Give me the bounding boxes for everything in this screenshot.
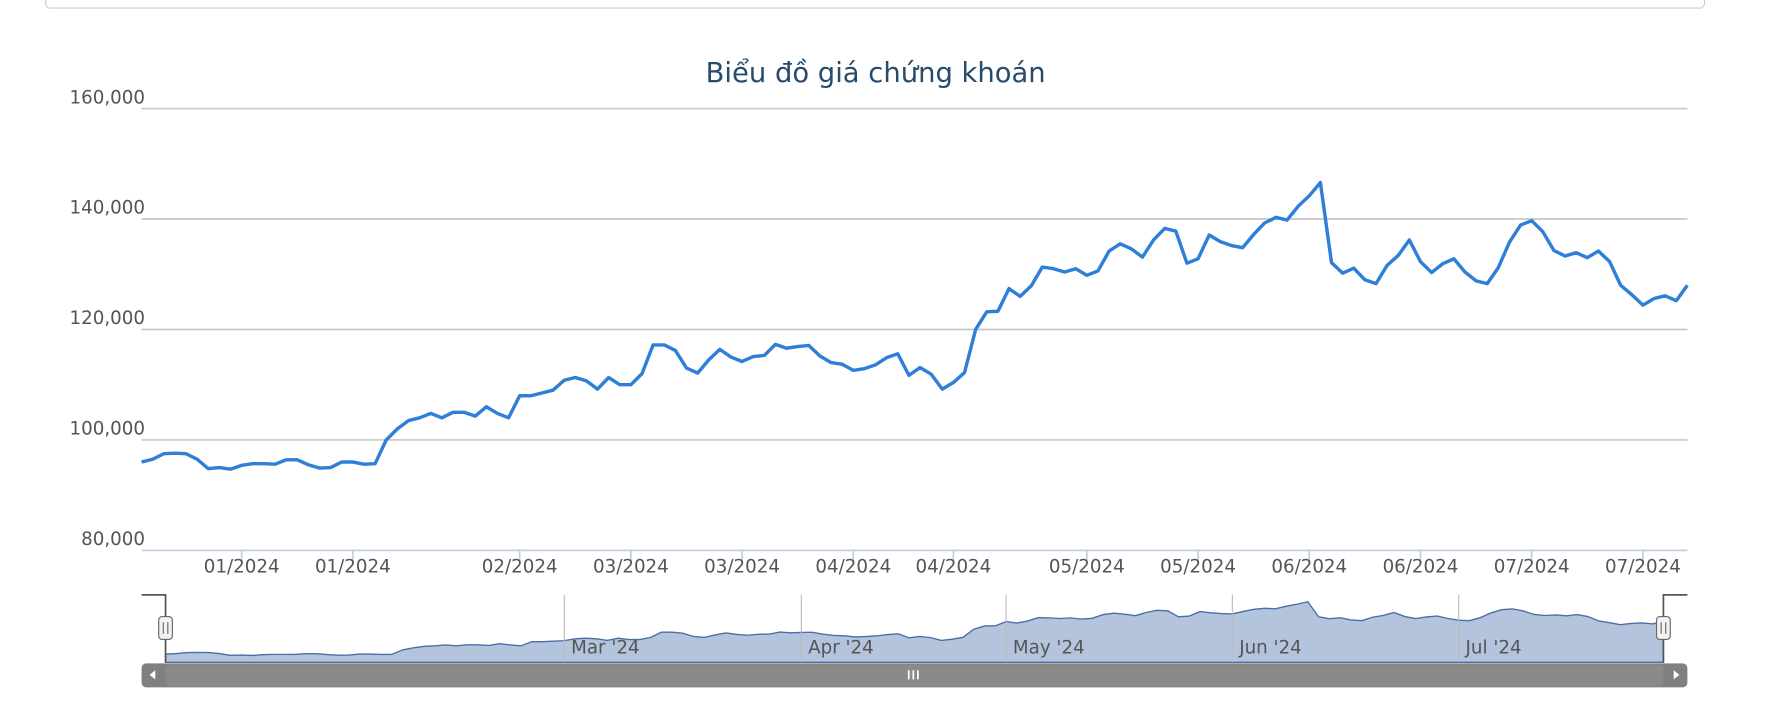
x-tick-label: 01/2024 — [315, 557, 391, 578]
x-tick-label: 06/2024 — [1271, 557, 1347, 578]
scrollbar-thumb[interactable] — [165, 664, 1664, 687]
x-tick-label: 02/2024 — [482, 557, 558, 578]
x-tick-label: 05/2024 — [1160, 557, 1236, 578]
x-tick-label: 04/2024 — [915, 557, 991, 578]
x-tick-label: 07/2024 — [1494, 557, 1570, 578]
navigator-handle[interactable] — [158, 616, 173, 640]
handle-grip — [162, 622, 169, 634]
navigator-label: Jun '24 — [1238, 638, 1302, 659]
x-tick-label: 06/2024 — [1383, 557, 1459, 578]
x-tick-label: 03/2024 — [593, 557, 669, 578]
y-tick-label: 80,000 — [81, 529, 145, 550]
y-tick-label: 140,000 — [70, 198, 145, 219]
top-panel — [45, 0, 1706, 9]
x-tick-label: 05/2024 — [1049, 557, 1125, 578]
navigator-label: Jul '24 — [1465, 638, 1522, 659]
scrollbar-grip — [907, 670, 919, 680]
y-tick-label: 120,000 — [70, 308, 145, 329]
scroll-right-arrow[interactable] — [1673, 670, 1680, 680]
navigator-label: May '24 — [1013, 638, 1085, 659]
x-tick-label: 04/2024 — [815, 557, 891, 578]
y-tick-label: 160,000 — [70, 87, 145, 108]
price-line — [141, 180, 1689, 471]
y-tick-label: 100,000 — [70, 419, 145, 440]
navigator-handle[interactable] — [1655, 616, 1671, 640]
x-tick-label: 03/2024 — [704, 557, 780, 578]
x-tick-label: 01/2024 — [204, 557, 280, 578]
navigator-label: Apr '24 — [808, 638, 874, 659]
chart-title: Biểu đồ giá chứng khoán — [706, 58, 1046, 89]
scroll-left-arrow[interactable] — [149, 670, 156, 680]
x-tick-label: 07/2024 — [1605, 557, 1681, 578]
navigator-label: Mar '24 — [571, 638, 639, 659]
navigator-area — [164, 600, 1665, 663]
handle-grip — [1660, 622, 1667, 634]
